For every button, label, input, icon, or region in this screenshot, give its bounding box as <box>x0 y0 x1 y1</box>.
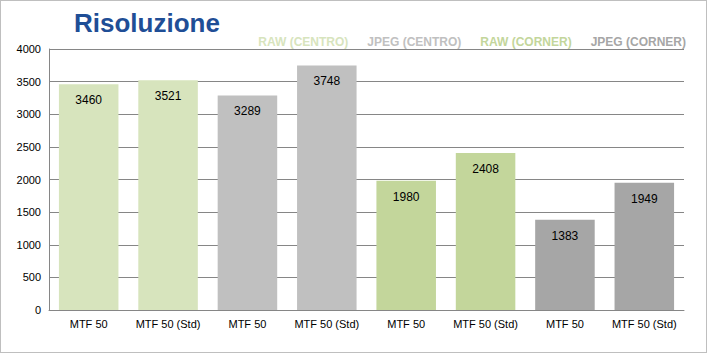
svg-text:1980: 1980 <box>393 190 420 204</box>
svg-text:3289: 3289 <box>234 104 261 118</box>
svg-text:1949: 1949 <box>631 192 658 206</box>
svg-text:3000: 3000 <box>17 108 41 120</box>
svg-text:4000: 4000 <box>17 43 41 55</box>
svg-text:3748: 3748 <box>313 74 340 88</box>
svg-text:MTF 50 (Std): MTF 50 (Std) <box>612 318 677 330</box>
svg-text:3460: 3460 <box>75 93 102 107</box>
svg-text:MTF 50: MTF 50 <box>546 318 584 330</box>
svg-text:MTF 50: MTF 50 <box>387 318 425 330</box>
svg-text:3521: 3521 <box>155 89 182 103</box>
svg-text:Risoluzione: Risoluzione <box>74 8 220 38</box>
svg-text:MTF 50 (Std): MTF 50 (Std) <box>136 318 201 330</box>
svg-text:MTF 50 (Std): MTF 50 (Std) <box>453 318 518 330</box>
svg-text:500: 500 <box>23 271 41 283</box>
svg-text:RAW (CENTRO): RAW (CENTRO) <box>258 35 348 49</box>
svg-text:2000: 2000 <box>17 174 41 186</box>
svg-text:MTF 50 (Std): MTF 50 (Std) <box>294 318 359 330</box>
svg-text:JPEG (CENTRO): JPEG (CENTRO) <box>367 35 461 49</box>
svg-text:1383: 1383 <box>552 229 579 243</box>
svg-text:1000: 1000 <box>17 239 41 251</box>
svg-text:0: 0 <box>35 304 41 316</box>
svg-text:2500: 2500 <box>17 141 41 153</box>
svg-text:RAW (CORNER): RAW (CORNER) <box>480 35 571 49</box>
svg-text:2408: 2408 <box>472 162 499 176</box>
svg-text:JPEG (CORNER): JPEG (CORNER) <box>591 35 686 49</box>
svg-text:MTF 50: MTF 50 <box>228 318 266 330</box>
svg-text:3500: 3500 <box>17 76 41 88</box>
svg-text:MTF 50: MTF 50 <box>70 318 108 330</box>
svg-text:1500: 1500 <box>17 206 41 218</box>
